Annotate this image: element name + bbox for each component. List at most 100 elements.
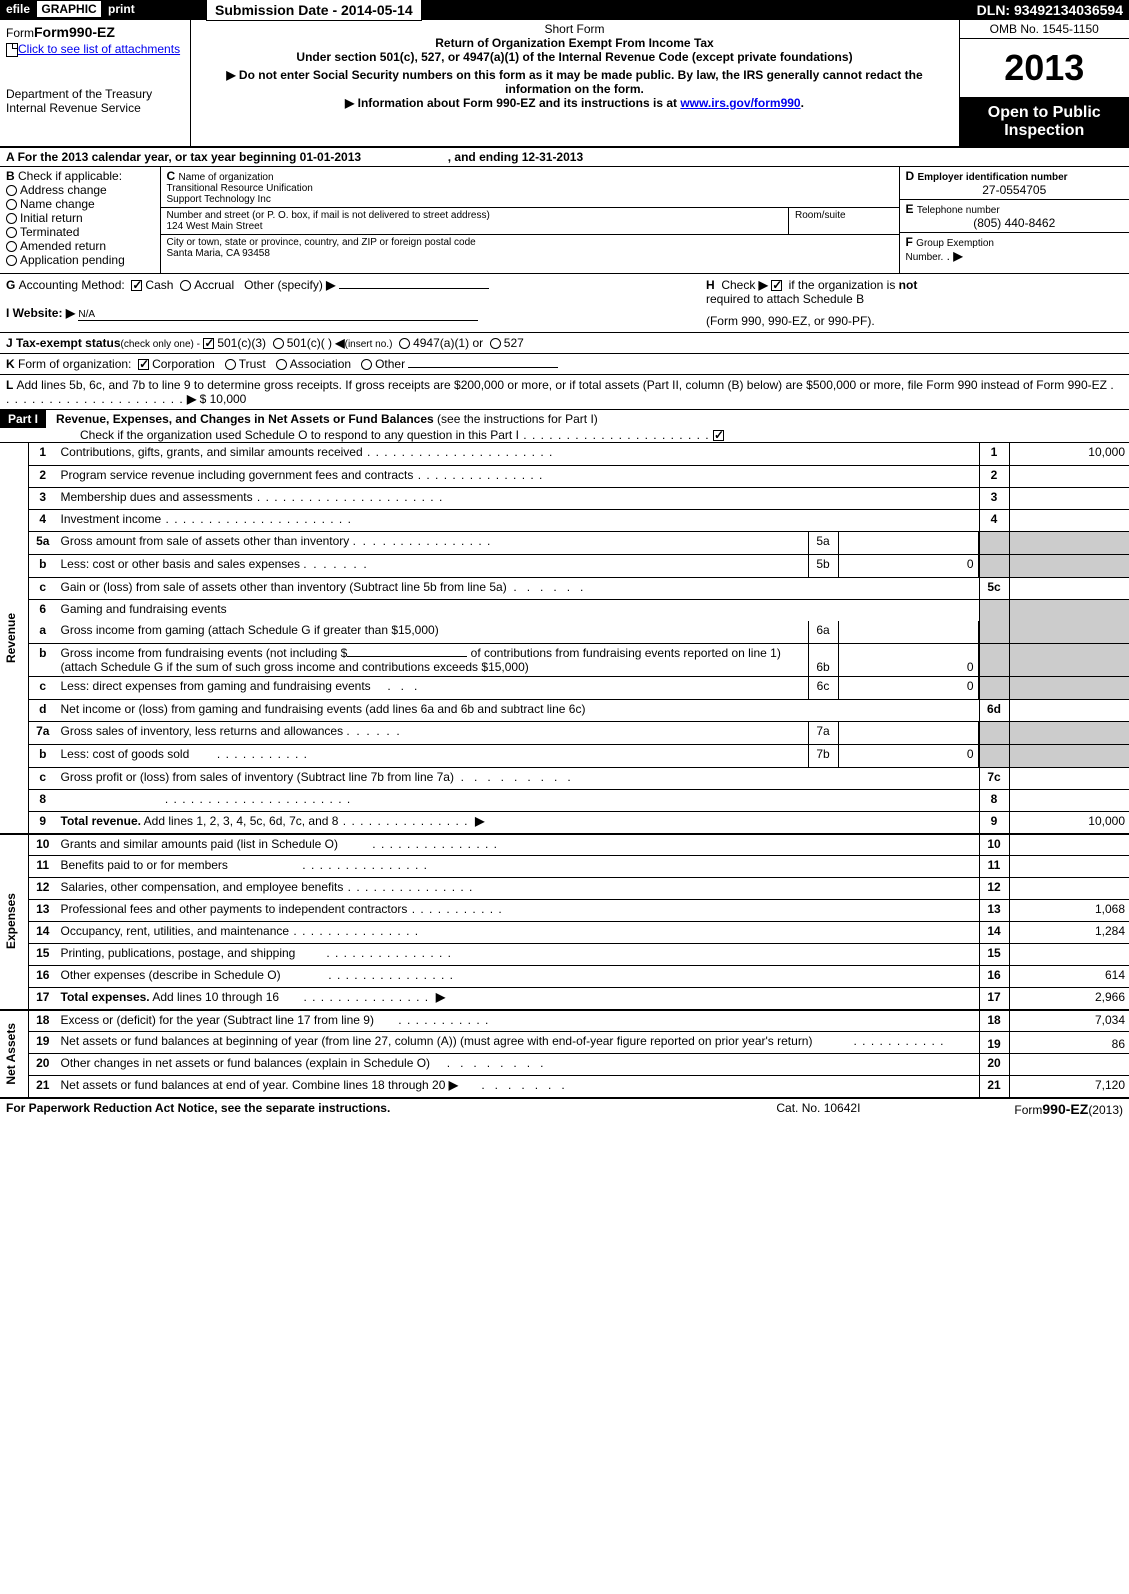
website-value: N/A bbox=[78, 309, 478, 321]
part1-label: Part I bbox=[0, 410, 46, 428]
j-527[interactable] bbox=[490, 338, 501, 349]
line7c-text: Gross profit or (loss) from sales of inv… bbox=[61, 770, 454, 784]
j-501c3[interactable] bbox=[203, 338, 214, 349]
line14-value: 1,284 bbox=[1009, 922, 1129, 944]
form-header: FormForm990-EZ Click to see list of atta… bbox=[0, 20, 1129, 148]
top-bar: efile GRAPHIC print Submission Date - 20… bbox=[0, 0, 1129, 20]
tax-year: 2013 bbox=[960, 39, 1129, 98]
k-assoc[interactable] bbox=[276, 359, 287, 370]
line16-value: 614 bbox=[1009, 966, 1129, 988]
cash-checkbox[interactable] bbox=[131, 280, 142, 291]
form-subtitle: Under section 501(c), 527, or 4947(a)(1)… bbox=[201, 50, 949, 64]
line16-text: Other expenses (describe in Schedule O) bbox=[61, 968, 281, 982]
e-label: Telephone number bbox=[917, 205, 1000, 216]
omb: OMB No. 1545-1150 bbox=[960, 20, 1129, 39]
page-footer: For Paperwork Reduction Act Notice, see … bbox=[0, 1099, 1129, 1119]
line6c-text: Less: direct expenses from gaming and fu… bbox=[61, 679, 371, 693]
line13-value: 1,068 bbox=[1009, 900, 1129, 922]
part1-header: Part I Revenue, Expenses, and Changes in… bbox=[0, 410, 1129, 443]
line-a-ending: , and ending 12-31-2013 bbox=[448, 150, 583, 164]
line6b-text1: Gross income from fundraising events (no… bbox=[61, 646, 348, 660]
irs-link[interactable]: www.irs.gov/form990 bbox=[680, 96, 800, 110]
website-label: Website: bbox=[13, 306, 63, 320]
line5b-text: Less: cost or other basis and sales expe… bbox=[61, 557, 300, 571]
line17-value: 2,966 bbox=[1009, 988, 1129, 1010]
submission-date: Submission Date - 2014-05-14 bbox=[206, 0, 422, 21]
part1-check-text: Check if the organization used Schedule … bbox=[80, 428, 519, 442]
line21-text: Net assets or fund balances at end of ye… bbox=[61, 1078, 446, 1092]
line19-value: 86 bbox=[1009, 1032, 1129, 1054]
line20-text: Other changes in net assets or fund bala… bbox=[61, 1056, 431, 1070]
ein: 27-0554705 bbox=[906, 183, 1124, 197]
line-k: K Form of organization: Corporation Trus… bbox=[0, 354, 1129, 375]
org-name-2: Support Technology Inc bbox=[167, 194, 893, 205]
line6b-value: 0 bbox=[838, 644, 978, 676]
warn1: Do not enter Social Security numbers on … bbox=[239, 68, 923, 96]
l-value: $ 10,000 bbox=[200, 392, 247, 406]
bcdef-block: B Check if applicable: Address change Na… bbox=[0, 167, 1129, 273]
k-other[interactable] bbox=[361, 359, 372, 370]
telephone: (805) 440-8462 bbox=[906, 216, 1124, 230]
line6a-text: Gross income from gaming (attach Schedul… bbox=[57, 621, 809, 643]
print-link[interactable]: print bbox=[108, 2, 135, 16]
org-name-1: Transitional Resource Unification bbox=[167, 183, 893, 194]
j-4947[interactable] bbox=[399, 338, 410, 349]
efile-label: efile bbox=[6, 2, 30, 16]
lines-table: Revenue 1 Contributions, gifts, grants, … bbox=[0, 443, 1129, 1099]
g-label: Accounting Method: bbox=[19, 278, 125, 292]
d-label: Employer identification number bbox=[918, 172, 1068, 183]
b-opt-name: Name change bbox=[6, 197, 154, 211]
line17-text: Total expenses. bbox=[61, 990, 150, 1004]
revenue-label: Revenue bbox=[4, 613, 24, 663]
open-public: Open to Public Inspection bbox=[960, 98, 1129, 146]
b-opt-terminated: Terminated bbox=[6, 225, 154, 239]
part1-checkbox[interactable] bbox=[713, 430, 724, 441]
j-501c[interactable] bbox=[273, 338, 284, 349]
line18-value: 7,034 bbox=[1009, 1010, 1129, 1032]
graphic-label: GRAPHIC bbox=[37, 1, 100, 17]
expenses-label: Expenses bbox=[4, 893, 24, 949]
l-text: Add lines 5b, 6c, and 7b to line 9 to de… bbox=[16, 378, 1107, 392]
line11-text: Benefits paid to or for members bbox=[61, 858, 228, 872]
line15-text: Printing, publications, postage, and shi… bbox=[61, 946, 296, 960]
room-suite: Room/suite bbox=[789, 208, 899, 234]
line-a: A For the 2013 calendar year, or tax yea… bbox=[0, 148, 1129, 167]
line1-value: 10,000 bbox=[1009, 443, 1129, 465]
warn2: Information about Form 990-EZ and its in… bbox=[358, 96, 681, 110]
line7b-value: 0 bbox=[838, 745, 978, 767]
k-trust[interactable] bbox=[225, 359, 236, 370]
line14-text: Occupancy, rent, utilities, and maintena… bbox=[61, 924, 290, 938]
line9-value: 10,000 bbox=[1009, 812, 1129, 834]
line2-text: Program service revenue including govern… bbox=[61, 468, 414, 482]
line-l: L Add lines 5b, 6c, and 7b to line 9 to … bbox=[0, 375, 1129, 410]
line5c-text: Gain or (loss) from sale of assets other… bbox=[61, 580, 507, 594]
f-label: Group Exemption bbox=[916, 238, 994, 249]
line5b-value: 0 bbox=[838, 555, 978, 577]
dept-treasury: Department of the Treasury bbox=[6, 87, 184, 101]
attachments-link[interactable]: Click to see list of attachments bbox=[18, 42, 180, 56]
line6c-value: 0 bbox=[838, 677, 978, 699]
b-opt-amended: Amended return bbox=[6, 239, 154, 253]
form-label: Form bbox=[6, 26, 34, 40]
form-number: Form990-EZ bbox=[34, 24, 115, 40]
h-forms: (Form 990, 990-EZ, or 990-PF). bbox=[706, 314, 1123, 328]
part1-heading: Revenue, Expenses, and Changes in Net As… bbox=[56, 412, 434, 426]
dln: DLN: 93492134036594 bbox=[748, 0, 1129, 20]
line7a-text: Gross sales of inventory, less returns a… bbox=[61, 724, 344, 738]
b-opt-pending: Application pending bbox=[6, 253, 154, 267]
short-form: Short Form bbox=[201, 22, 949, 36]
accrual-radio[interactable] bbox=[180, 280, 191, 291]
line21-value: 7,120 bbox=[1009, 1076, 1129, 1098]
b-label: Check if applicable: bbox=[18, 169, 122, 183]
line1-text: Contributions, gifts, grants, and simila… bbox=[61, 445, 363, 459]
b-opt-address: Address change bbox=[6, 183, 154, 197]
line5a-text: Gross amount from sale of assets other t… bbox=[61, 534, 350, 548]
line10-text: Grants and similar amounts paid (list in… bbox=[61, 837, 338, 851]
b-opt-initial: Initial return bbox=[6, 211, 154, 225]
line4-text: Investment income bbox=[61, 512, 162, 526]
line7b-text: Less: cost of goods sold bbox=[61, 747, 190, 761]
street-address: 124 West Main Street bbox=[167, 221, 783, 232]
h-checkbox[interactable] bbox=[771, 280, 782, 291]
k-corp[interactable] bbox=[138, 359, 149, 370]
netassets-label: Net Assets bbox=[4, 1023, 24, 1085]
